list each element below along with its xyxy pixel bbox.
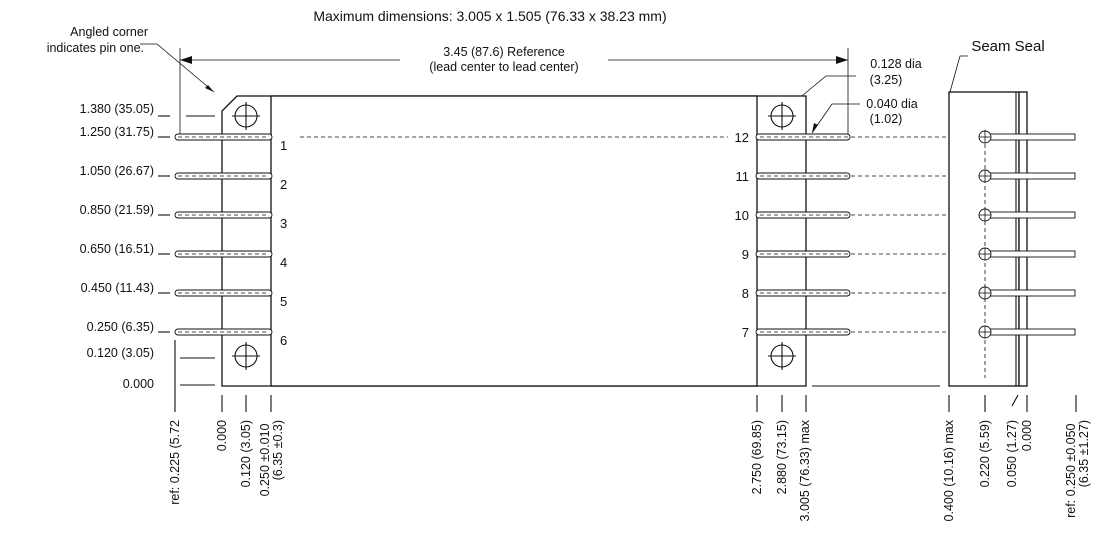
pin-number: 11 [736,169,750,184]
angled-corner-leader [140,43,215,93]
side-lead [984,328,1076,336]
bottom-dim-2880: 2.880 (73.15) [775,420,789,494]
bottom-dim-0220: 0.220 (5.59) [978,420,992,487]
side-lead [984,172,1076,180]
bottom-dim-0050: 0.050 (1.27) [1005,420,1019,487]
pin-number: 5 [280,294,287,309]
lead-dia-arrowhead [812,123,818,133]
side-lead [984,250,1076,258]
angled-corner-note-line1: Angled corner [70,25,148,39]
pin-numbers-right: 12 11 10 9 8 7 [735,130,749,340]
left-dimension-ticks [158,115,215,386]
ref-arrow-right [836,56,848,64]
ref-arrow-left [180,56,192,64]
left-dim-0000: 0.000 [123,377,154,391]
pin-number: 1 [280,138,287,153]
side-lead [984,211,1076,219]
reference-dimension-line1: 3.45 (87.6) Reference [443,45,565,59]
left-dim-1050: 1.050 (26.67) [80,164,154,178]
mount-hole-bottom-right [768,342,796,370]
left-dim-1380: 1.380 (35.05) [80,102,154,116]
side-lead [984,133,1076,141]
mount-hole-bottom-left [232,342,260,370]
pin-number: 8 [742,286,749,301]
pin-number: 9 [742,247,749,262]
pin-number: 4 [280,255,287,270]
left-dim-0120: 0.120 (3.05) [87,346,154,360]
side-view-flange [1018,91,1028,387]
lead-dia-line1: 0.040 dia [866,97,917,111]
bottom-dim-0000-left: 0.000 [215,420,229,451]
angled-corner-arrowhead [205,85,214,92]
reference-dimension-line2: (lead center to lead center) [429,60,578,74]
mount-hole-top-right [768,102,796,130]
pin-number: 7 [742,325,749,340]
bottom-dim-2750: 2.750 (69.85) [750,420,764,494]
pin-number: 2 [280,177,287,192]
seam-seal-leader [949,55,968,93]
bottom-dim-ref-0225: ref: 0.225 (5.72 [168,420,182,505]
side-lead [984,289,1076,297]
mount-hole-leader [790,75,856,106]
mount-hole-dia-line2: (3.25) [870,73,903,87]
mounting-holes [232,102,796,370]
left-dim-1250: 1.250 (31.75) [80,125,154,139]
lead-dia-leader [811,103,860,134]
drawing-title: Maximum dimensions: 3.005 x 1.505 (76.33… [313,8,666,24]
bottom-dim-3005-max: 3.005 (76.33) max [798,419,812,521]
bottom-dim-0000-right: 0.000 [1020,420,1034,451]
pin-number: 10 [735,208,749,223]
bottom-dim-ref-0250: ref: 0.250 ±0.050 (6.35 ±1.27) [1064,420,1091,518]
bottom-dimension-labels: ref: 0.225 (5.72 0.000 0.120 (3.05) 0.25… [168,419,1091,521]
right-leads [755,133,946,336]
side-view-leads [978,130,1076,339]
pin-number: 3 [280,216,287,231]
pin-numbers-left: 1 2 3 4 5 6 [280,138,287,348]
left-dim-0450: 0.450 (11.43) [81,281,154,295]
bottom-dim-0120: 0.120 (3.05) [239,420,253,487]
angled-corner-note-line2: indicates pin one. [47,41,144,55]
left-leads [174,133,273,336]
seam-seal-label: Seam Seal [971,38,1044,55]
package-body [270,95,758,387]
lead-dia-line2: (1.02) [870,112,903,126]
bottom-dim-0400-max: 0.400 (10.16) max [942,419,956,521]
left-dimension-labels: 1.380 (35.05) 1.250 (31.75) 1.050 (26.67… [80,102,154,391]
pin-number: 6 [280,333,287,348]
pin-number: 12 [735,130,749,145]
mount-hole-top-left [232,102,260,130]
bottom-dimension-ticks [174,340,1077,412]
left-dim-0850: 0.850 (21.59) [80,203,154,217]
left-dim-0250: 0.250 (6.35) [87,320,154,334]
mount-hole-dia-line1: 0.128 dia [870,57,921,71]
bottom-dim-0250: 0.250 ±0.010 (6.35 ±0.3) [258,420,285,496]
left-dim-0650: 0.650 (16.51) [80,242,154,256]
